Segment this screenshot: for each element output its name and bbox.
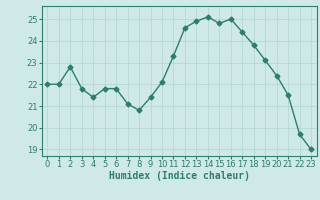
X-axis label: Humidex (Indice chaleur): Humidex (Indice chaleur) — [109, 171, 250, 181]
